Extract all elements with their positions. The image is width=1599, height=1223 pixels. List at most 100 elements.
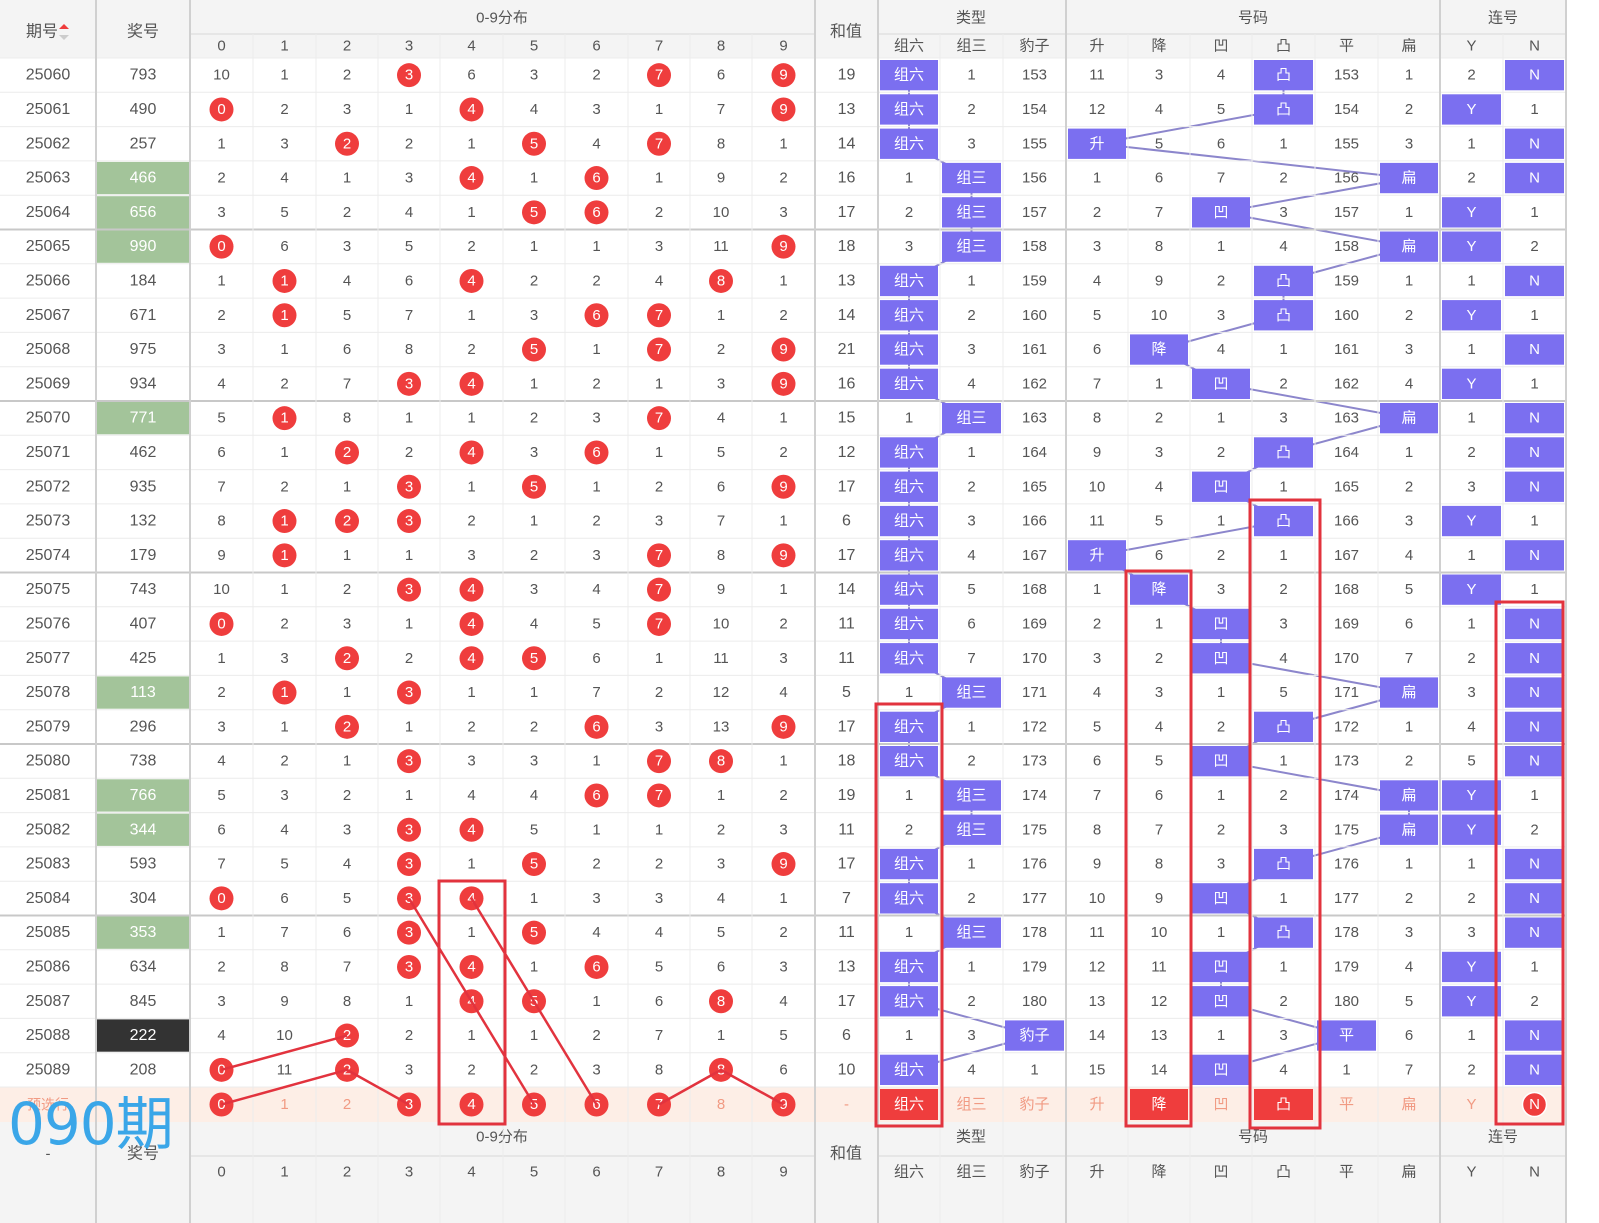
consec-hit: N xyxy=(1529,718,1540,735)
type-miss: 172 xyxy=(1022,718,1047,735)
miss-count: 9 xyxy=(717,581,725,598)
code-miss: 2 xyxy=(1279,170,1287,187)
miss-count: 5 xyxy=(217,787,225,804)
type-miss: 168 xyxy=(1022,581,1047,598)
hit-ball-digit: 9 xyxy=(779,67,787,84)
consec-miss: 2 xyxy=(1467,890,1475,907)
miss-count: 2 xyxy=(655,478,663,495)
code-miss: 157 xyxy=(1334,204,1359,221)
type-miss: 159 xyxy=(1022,272,1047,289)
sort-up-icon xyxy=(59,24,69,29)
consec-miss: 1 xyxy=(1467,547,1475,564)
prize-cell: 766 xyxy=(130,787,157,804)
hit-ball xyxy=(771,714,796,739)
miss-count: 4 xyxy=(467,787,475,804)
code-miss: 4 xyxy=(1155,718,1163,735)
consec-header: 连号 xyxy=(1488,10,1518,27)
hit-ball-digit: 6 xyxy=(592,958,600,975)
code-miss: 11 xyxy=(1089,67,1105,84)
miss-count: 2 xyxy=(592,513,600,530)
type-miss: 154 xyxy=(1022,101,1047,118)
type-miss: 178 xyxy=(1022,924,1047,941)
type-hit-bg xyxy=(880,848,938,880)
period-cell: 25070 xyxy=(26,410,71,427)
hit-ball xyxy=(771,97,796,122)
type-hit: 组六 xyxy=(894,753,924,770)
miss-count: 4 xyxy=(592,924,600,941)
code-miss: 6 xyxy=(1155,170,1163,187)
period-cell: 25082 xyxy=(26,821,71,838)
miss-count: 1 xyxy=(217,924,225,941)
miss-count: 9 xyxy=(217,547,225,564)
hit-ball-digit: 4 xyxy=(467,444,475,461)
code-miss: 2 xyxy=(1217,718,1225,735)
miss-count: 3 xyxy=(405,1061,413,1078)
miss-count: 7 xyxy=(217,478,225,495)
code-hit: 平 xyxy=(1339,1027,1354,1044)
predict-code-hit-bg xyxy=(1130,1089,1188,1120)
code-miss: 156 xyxy=(1334,170,1359,187)
hit-ball-digit: 1 xyxy=(280,513,288,530)
type-hit-bg xyxy=(880,883,938,914)
sum-cell: 17 xyxy=(838,478,856,495)
code-miss: 171 xyxy=(1334,684,1359,701)
miss-count: 4 xyxy=(779,993,787,1010)
consec-hit-bg xyxy=(1442,574,1501,605)
hit-ball-digit: 0 xyxy=(217,615,225,632)
miss-count: 2 xyxy=(467,718,475,735)
code-miss: 1 xyxy=(1217,1027,1225,1044)
hit-ball xyxy=(522,852,546,877)
code-miss: 176 xyxy=(1334,856,1359,873)
sum-cell: 6 xyxy=(842,513,851,530)
code-miss: 13 xyxy=(1151,1027,1168,1044)
code-miss: 3 xyxy=(1217,307,1225,324)
period-cell: 25060 xyxy=(26,67,71,84)
hit-ball-digit: 7 xyxy=(655,67,663,84)
annotation-red-line xyxy=(407,897,536,1106)
miss-count: 5 xyxy=(530,821,538,838)
consec-miss: 5 xyxy=(1467,753,1475,770)
code-miss: 1 xyxy=(1405,272,1413,289)
hit-ball-digit: 4 xyxy=(467,615,475,632)
sum-cell: 12 xyxy=(838,444,856,461)
prize-cell: 593 xyxy=(130,856,157,873)
hit-ball-digit: 7 xyxy=(655,135,663,152)
code-miss: 11 xyxy=(1089,513,1105,530)
consec-hit: Y xyxy=(1466,787,1476,804)
footer-digit-col: 5 xyxy=(530,1164,538,1181)
hit-ball xyxy=(272,406,297,431)
hit-ball-digit: 3 xyxy=(405,753,413,770)
type-hit-bg xyxy=(880,505,938,537)
hit-ball-digit: 0 xyxy=(217,238,225,255)
miss-count: 1 xyxy=(343,753,351,770)
type-miss: 1 xyxy=(905,170,913,187)
type-miss: 165 xyxy=(1022,478,1047,495)
type-hit: 组三 xyxy=(956,170,986,187)
code-miss: 6 xyxy=(1405,615,1413,632)
code-miss: 2 xyxy=(1217,821,1225,838)
code-miss: 1 xyxy=(1217,787,1225,804)
hit-ball-digit: 7 xyxy=(655,547,663,564)
miss-count: 3 xyxy=(343,101,351,118)
type-hit-bg xyxy=(880,94,938,125)
miss-count: 1 xyxy=(467,410,475,427)
hit-ball xyxy=(335,646,359,671)
type-hit: 组六 xyxy=(894,67,924,84)
predict-code: 扁 xyxy=(1401,1096,1416,1113)
miss-count: 4 xyxy=(280,170,288,187)
miss-count: 3 xyxy=(467,547,475,564)
predict-code: 平 xyxy=(1339,1096,1354,1113)
type-miss: 2 xyxy=(905,204,913,221)
code-miss: 2 xyxy=(1093,615,1101,632)
miss-count: 1 xyxy=(779,272,787,289)
type-miss: 160 xyxy=(1022,307,1047,324)
code-hit: 扁 xyxy=(1401,410,1416,427)
type-miss: 3 xyxy=(905,238,913,255)
code-miss: 1 xyxy=(1279,135,1287,152)
type-hit: 组六 xyxy=(894,718,924,735)
code-miss: 3 xyxy=(1279,410,1287,427)
consec-hit: N xyxy=(1529,650,1540,667)
code-miss: 159 xyxy=(1334,272,1359,289)
miss-count: 2 xyxy=(467,1061,475,1078)
